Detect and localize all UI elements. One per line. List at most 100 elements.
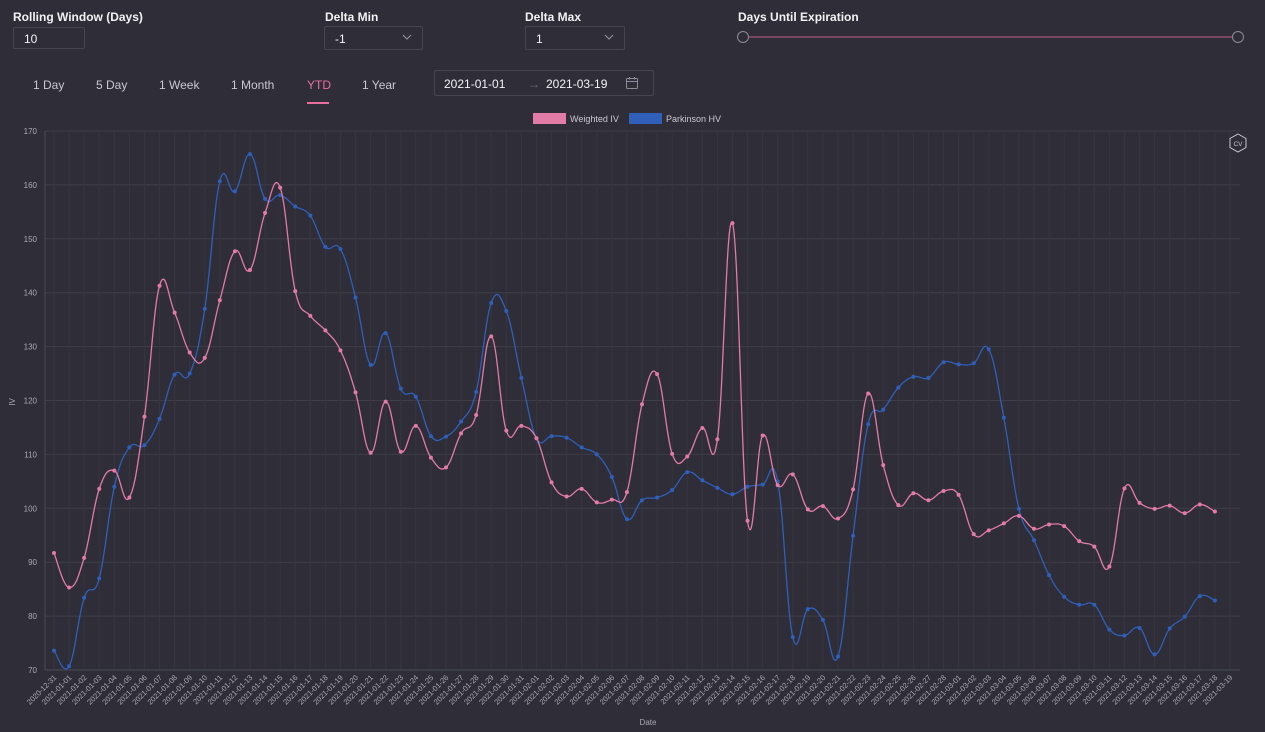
parkinson-hv-point (278, 193, 283, 198)
weighted-iv-point (202, 355, 207, 360)
parkinson-hv-point (338, 247, 343, 252)
weighted-iv-point (700, 425, 705, 430)
weighted-iv-point (534, 436, 539, 441)
parkinson-hv-point (594, 452, 599, 457)
weighted-iv-point (112, 468, 117, 473)
weighted-iv-point (127, 495, 132, 500)
parkinson-hv-point (444, 434, 448, 439)
weighted-iv-point (624, 490, 629, 495)
weighted-iv-point (805, 507, 810, 512)
tab-ytd[interactable]: YTD (307, 78, 331, 92)
expiration-slider-track[interactable] (743, 36, 1238, 38)
parkinson-hv-point (1107, 627, 1112, 632)
parkinson-hv-point (1062, 594, 1067, 599)
date-range-start[interactable]: 2021-01-01 (444, 77, 506, 91)
delta-min-select[interactable]: -1 (324, 26, 423, 50)
weighted-iv-point (655, 372, 660, 377)
y-tick-label: 170 (24, 127, 38, 136)
rolling-window-input[interactable]: 10 (13, 27, 85, 49)
parkinson-hv-point (549, 434, 554, 439)
parkinson-hv-point (790, 635, 795, 640)
parkinson-hv-point (187, 371, 192, 376)
parkinson-hv-point (715, 485, 720, 490)
weighted-iv-point (398, 449, 403, 454)
weighted-iv-point (670, 451, 675, 456)
weighted-iv-point (383, 399, 388, 404)
expiration-slider-max-handle[interactable] (1232, 31, 1244, 43)
weighted-iv-point (836, 516, 840, 521)
weighted-iv-point (1077, 539, 1082, 544)
parkinson-hv-point (1001, 415, 1006, 420)
parkinson-hv-point (670, 487, 675, 492)
parkinson-hv-point (82, 595, 87, 600)
weighted-iv-point (1152, 506, 1157, 511)
parkinson-hv-point (956, 362, 961, 367)
parkinson-hv-point (248, 152, 252, 157)
weighted-iv-point (685, 454, 690, 459)
parkinson-hv-point (1197, 594, 1202, 599)
tab-1-week[interactable]: 1 Week (159, 78, 200, 92)
rolling-window-label: Rolling Window (Days) (13, 10, 143, 24)
weighted-iv-line (53, 181, 1216, 589)
tab-1-day[interactable]: 1 Day (33, 78, 65, 92)
parkinson-hv-point (866, 422, 871, 427)
parkinson-hv-point (926, 375, 931, 380)
weighted-iv-point (881, 463, 886, 468)
weighted-iv-point (971, 532, 976, 537)
parkinson-hv-point (805, 607, 810, 612)
weighted-iv-point (911, 491, 916, 496)
parkinson-hv-point (745, 484, 750, 489)
weighted-iv-point (1122, 486, 1127, 491)
date-range-end[interactable]: 2021-03-19 (546, 77, 608, 91)
weighted-iv-point (263, 210, 268, 215)
parkinson-hv-legend-swatch (629, 113, 662, 124)
weighted-iv-point (489, 334, 494, 339)
chevron-down-icon (604, 34, 614, 40)
weighted-iv-point (248, 268, 252, 273)
parkinson-hv-point (368, 362, 373, 367)
parkinson-hv-point (217, 179, 222, 184)
tab-1-month[interactable]: 1 Month (231, 78, 275, 92)
chart-legend: Weighted IV Parkinson HV (533, 113, 721, 124)
parkinson-hv-point (172, 372, 177, 377)
parkinson-hv-point (760, 482, 765, 487)
calendar-icon[interactable] (625, 76, 639, 90)
parkinson-hv-point (851, 533, 856, 538)
parkinson-hv-point (263, 196, 268, 201)
tab-5-day[interactable]: 5 Day (96, 78, 128, 92)
weighted-iv-point (413, 423, 418, 428)
weighted-iv-point (323, 328, 328, 333)
parkinson-hv-point (986, 347, 991, 352)
expiration-slider-min-handle[interactable] (737, 31, 749, 43)
y-tick-label: 100 (24, 504, 38, 513)
y-tick-label: 130 (24, 343, 38, 352)
delta-max-select[interactable]: 1 (525, 26, 625, 50)
y-tick-label: 120 (24, 397, 38, 406)
parkinson-hv-point (1152, 652, 1157, 657)
parkinson-hv-point (323, 244, 328, 249)
chart-grid (44, 130, 1240, 671)
weighted-iv-point (444, 465, 448, 470)
weighted-iv-point (1182, 511, 1187, 516)
weighted-iv-point (1092, 544, 1097, 549)
parkinson-hv-line (53, 153, 1216, 670)
tab-1-year[interactable]: 1 Year (362, 78, 397, 92)
parkinson-hv-point (383, 331, 388, 336)
parkinson-hv-point (202, 306, 207, 311)
parkinson-hv-point (1167, 626, 1172, 631)
parkinson-hv-point (428, 434, 433, 439)
weighted-iv-point (459, 431, 464, 436)
weighted-iv-point (1001, 521, 1006, 526)
delta-max-value: 1 (536, 32, 543, 46)
weighted-iv-legend-swatch (533, 113, 566, 124)
weighted-iv-point (278, 185, 283, 190)
delta-min-label: Delta Min (325, 10, 379, 24)
weighted-iv-point (1016, 513, 1021, 518)
weighted-iv-point (594, 500, 599, 505)
parkinson-hv-point (413, 394, 418, 399)
weighted-iv-point (866, 391, 871, 396)
date-range-picker[interactable]: 2021-01-01 → 2021-03-19 (434, 70, 654, 96)
parkinson-hv-legend-label: Parkinson HV (666, 114, 721, 124)
parkinson-hv-point (609, 475, 614, 480)
parkinson-hv-point (1092, 602, 1097, 607)
